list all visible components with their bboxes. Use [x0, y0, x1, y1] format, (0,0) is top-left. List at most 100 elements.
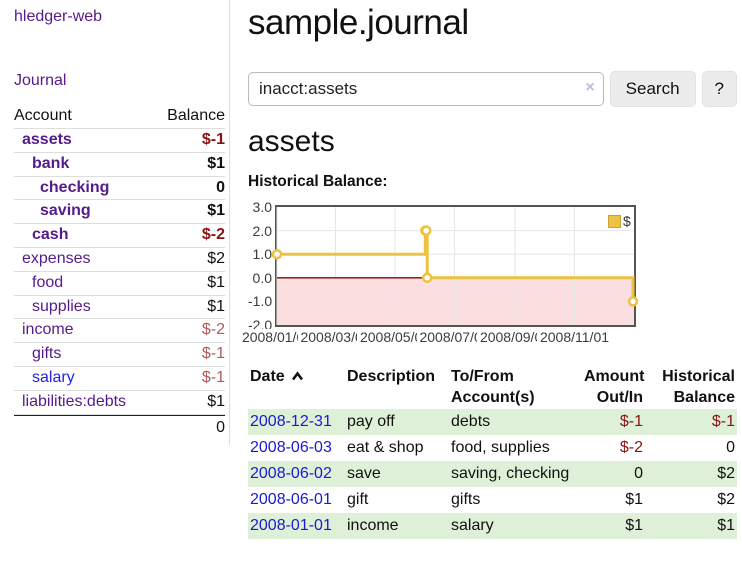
register-table: Date Description To/From Account(s) Amou…: [248, 365, 737, 539]
legend-label: $: [623, 213, 631, 229]
account-balance: 0: [216, 178, 225, 196]
account-row-liabilities-debts: liabilities:debts $1: [14, 391, 225, 415]
account-link[interactable]: checking: [40, 178, 110, 196]
account-balance: $1: [207, 202, 225, 220]
account-link[interactable]: bank: [32, 154, 70, 172]
register-row: 2008-01-01 income salary $1 $1: [248, 513, 737, 539]
account-balance: $-1: [201, 131, 225, 148]
col-header-description: Description: [347, 368, 436, 385]
sidebar-item-journal[interactable]: Journal: [14, 72, 67, 89]
page-title: sample.journal: [248, 3, 469, 42]
historical-balance-chart: $ 3.0 2.0 1.0 0.0 -1.0 -2.0 2008/01/01 2008/03/…: [239, 199, 737, 349]
transaction-accounts: saving, checking: [449, 461, 582, 487]
account-link[interactable]: income: [22, 321, 74, 339]
transaction-description: gift: [347, 491, 369, 508]
search-button[interactable]: Search: [609, 71, 696, 107]
transaction-balance: $2: [645, 461, 737, 487]
transaction-date-link[interactable]: 2008-06-03: [250, 439, 332, 456]
transaction-accounts: gifts: [451, 491, 481, 508]
account-link[interactable]: liabilities:debts: [22, 392, 127, 410]
search-row: × Search ?: [248, 71, 737, 107]
y-axis-tick-label: 3.0: [252, 199, 272, 215]
account-balance: $2: [207, 249, 225, 267]
account-row-expenses: expenses $2: [14, 248, 225, 272]
transaction-description: eat & shop: [347, 439, 424, 456]
legend-swatch-icon: [608, 214, 621, 228]
transaction-date-link[interactable]: 2008-12-31: [250, 413, 332, 430]
transaction-description: pay off: [345, 409, 449, 435]
account-row-checking: checking 0: [14, 177, 225, 201]
sidebar: hledger-web Journal Account Balance asse…: [0, 0, 230, 445]
account-row-cash: cash $-2: [14, 224, 225, 248]
account-link[interactable]: saving: [40, 202, 91, 220]
transaction-amount: 0: [582, 461, 645, 487]
y-axis-tick-label: -1.0: [248, 293, 273, 310]
transaction-balance: $1: [645, 513, 737, 539]
account-row-gifts: gifts $-1: [14, 343, 225, 367]
transaction-amount: $1: [582, 513, 645, 539]
transaction-balance: $-1: [645, 409, 737, 435]
account-balance: $1: [207, 297, 225, 315]
sort-ascending-icon: [291, 371, 303, 381]
register-row: 2008-06-03 eat & shop food, supplies $-2…: [248, 435, 737, 461]
account-balance: $1: [207, 392, 225, 410]
account-balance: $-2: [201, 226, 225, 244]
x-axis-tick-label: 2008/03/01: [297, 329, 374, 345]
col-header-amount-line2: Out/In: [596, 389, 643, 406]
transaction-accounts: debts: [449, 409, 582, 435]
y-axis-tick-label: 0.0: [252, 269, 272, 286]
chart-canvas: [271, 207, 639, 325]
register-row: 2008-06-01 gift gifts $1 $2: [248, 487, 737, 513]
chart-plot-area: [271, 205, 639, 327]
chart-title: Historical Balance:: [248, 173, 388, 190]
x-axis-tick-label: 2008/05/01: [357, 329, 434, 345]
chart-legend: $: [608, 213, 631, 229]
transaction-balance: $2: [717, 491, 735, 508]
account-link[interactable]: salary: [32, 368, 75, 386]
accounts-tree-header: Account Balance: [14, 104, 225, 129]
col-header-tofrom-line2: Account(s): [451, 389, 535, 406]
transaction-amount: $-1: [582, 409, 645, 435]
clear-search-icon[interactable]: ×: [585, 79, 595, 96]
col-header-tofrom: To/From Account(s): [449, 365, 582, 409]
account-link[interactable]: supplies: [32, 297, 91, 315]
x-axis-tick-label: 2008/07/01: [416, 329, 493, 345]
account-balance: $1: [207, 273, 225, 291]
account-balance: $-1: [201, 368, 225, 386]
help-button[interactable]: ?: [701, 71, 737, 107]
col-header-balance-line1: Historical: [662, 368, 735, 385]
transaction-accounts: salary: [449, 513, 582, 539]
account-row-assets: assets $-1: [14, 129, 225, 153]
x-axis-tick-label: 2008/01/01: [239, 329, 315, 345]
app-brand-link[interactable]: hledger-web: [14, 8, 103, 25]
y-axis-tick-label: 2.0: [252, 222, 272, 239]
account-row-bank: bank $1: [14, 153, 225, 177]
account-balance: $1: [207, 154, 225, 172]
transaction-date-link[interactable]: 2008-06-01: [250, 491, 332, 508]
search-box: ×: [248, 72, 604, 106]
col-header-amount-line1: Amount: [584, 368, 645, 385]
transaction-date-link[interactable]: 2008-01-01: [250, 517, 332, 534]
register-header-row: Date Description To/From Account(s) Amou…: [248, 365, 737, 409]
col-header-amount: Amount Out/In: [582, 365, 645, 409]
accounts-tree-rows: assets $-1 bank $1 checking 0 saving $1 …: [14, 129, 225, 415]
y-axis-tick-label: 1.0: [252, 246, 272, 263]
x-axis-tick-label: 2008/11/01: [536, 329, 613, 345]
transaction-amount: $1: [625, 491, 643, 508]
account-row-supplies: supplies $1: [14, 296, 225, 320]
account-link[interactable]: assets: [22, 131, 72, 148]
account-row-food: food $1: [14, 272, 225, 296]
account-link[interactable]: gifts: [32, 345, 62, 363]
account-balance: $-1: [201, 345, 225, 363]
transaction-accounts: food, supplies: [451, 439, 550, 456]
accounts-tree: Account Balance assets $-1 bank $1 check…: [14, 104, 225, 439]
transaction-balance: 0: [726, 439, 735, 456]
col-header-tofrom-line1: To/From: [451, 368, 514, 385]
account-link[interactable]: expenses: [22, 249, 91, 267]
account-link[interactable]: food: [32, 273, 64, 291]
search-input[interactable]: [248, 72, 604, 106]
account-link[interactable]: cash: [32, 226, 69, 244]
accounts-header-account: Account: [14, 107, 72, 124]
col-header-date[interactable]: Date: [248, 365, 345, 409]
transaction-date-link[interactable]: 2008-06-02: [250, 465, 332, 482]
